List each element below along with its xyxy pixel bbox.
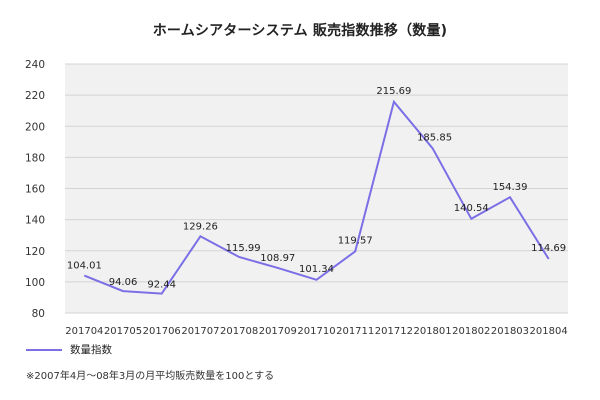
y-tick-label: 220 [25, 90, 45, 102]
x-axis-ticks: 201704 201705 201706 201707 201708 201709 2017… [65, 326, 567, 337]
x-tick-label: 201707 [181, 326, 219, 337]
footnote: ※2007年4月～08年3月の月平均販売数量を100とする [26, 371, 275, 382]
data-label: 215.69 [376, 86, 411, 97]
data-label: 129.26 [183, 221, 218, 232]
legend-line-swatch [26, 348, 62, 351]
y-tick-label: 140 [25, 215, 45, 227]
data-label: 119.57 [338, 235, 373, 246]
x-tick-label: 201712 [375, 326, 413, 337]
x-tick-label: 201706 [143, 326, 181, 337]
gridlines [65, 63, 568, 314]
x-tick-label: 201804 [530, 326, 568, 337]
data-label: 115.99 [226, 243, 261, 254]
x-tick-label: 201708 [220, 326, 258, 337]
legend-label: 数量指数 [70, 344, 112, 356]
y-tick-label: 180 [25, 152, 45, 164]
data-label: 94.06 [109, 277, 138, 288]
y-tick-label: 120 [25, 246, 45, 258]
data-label: 108.97 [260, 253, 295, 264]
data-label: 114.69 [531, 243, 566, 254]
data-label: 140.54 [454, 203, 489, 214]
y-axis-ticks: 80 100 120 140 160 180 200 220 240 [25, 59, 45, 320]
data-label: 104.01 [67, 261, 102, 272]
x-tick-label: 201704 [65, 326, 103, 337]
data-label: 185.85 [417, 132, 452, 143]
x-tick-label: 201711 [336, 326, 374, 337]
x-tick-label: 201705 [104, 326, 142, 337]
x-tick-label: 201801 [413, 326, 451, 337]
x-tick-label: 201802 [452, 326, 490, 337]
legend: 数量指数 [26, 342, 112, 357]
y-tick-label: 200 [25, 121, 45, 133]
chart-title: ホームシアターシステム 販売指数推移（数量) [152, 23, 448, 39]
x-tick-label: 201803 [491, 326, 529, 337]
data-label: 101.34 [299, 264, 334, 275]
data-label: 92.44 [147, 280, 176, 291]
y-tick-label: 240 [25, 59, 45, 71]
y-tick-label: 100 [25, 277, 45, 289]
data-label: 154.39 [492, 182, 527, 193]
series-line-quantity-index [83, 99, 550, 295]
y-tick-label: 80 [32, 308, 45, 320]
x-tick-label: 201709 [259, 326, 297, 337]
y-tick-label: 160 [25, 184, 45, 196]
x-tick-label: 201710 [297, 326, 335, 337]
